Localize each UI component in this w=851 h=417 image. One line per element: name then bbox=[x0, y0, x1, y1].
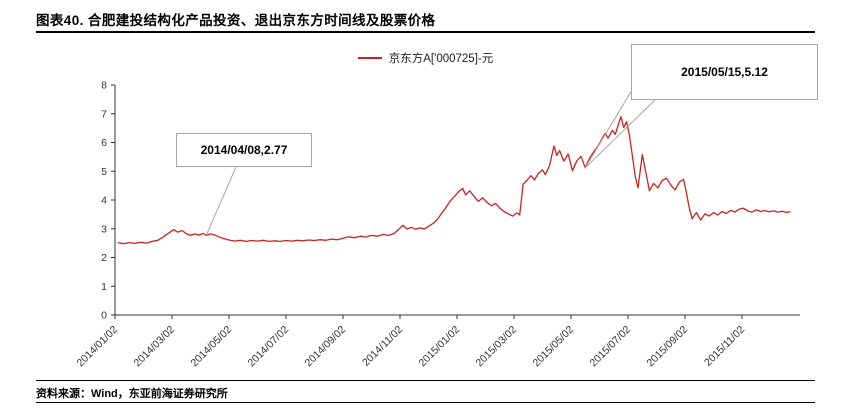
annotation-callout-exit: 2015/05/15,5.12 bbox=[631, 44, 818, 100]
svg-text:2014/07/02: 2014/07/02 bbox=[245, 324, 291, 370]
title-divider bbox=[36, 31, 815, 33]
footer-divider-top bbox=[36, 380, 815, 381]
chart-legend: 京东方A['000725]-元 bbox=[0, 50, 851, 66]
svg-text:2015/01/02: 2015/01/02 bbox=[416, 324, 462, 370]
legend-line-marker bbox=[357, 57, 382, 59]
svg-text:2015/09/02: 2015/09/02 bbox=[644, 324, 690, 370]
figure-title: 图表40. 合肥建投结构化产品投资、退出京东方时间线及股票价格 bbox=[36, 13, 436, 28]
svg-text:3: 3 bbox=[101, 223, 107, 235]
footer-divider-bottom bbox=[36, 402, 815, 403]
svg-text:2015/05/02: 2015/05/02 bbox=[530, 324, 576, 370]
svg-text:8: 8 bbox=[101, 80, 107, 92]
svg-text:1: 1 bbox=[101, 281, 107, 293]
data-source: 资料来源：Wind，东亚前海证券研究所 bbox=[36, 388, 228, 400]
svg-text:2014/03/02: 2014/03/02 bbox=[131, 324, 177, 370]
svg-text:2015/03/02: 2015/03/02 bbox=[473, 324, 519, 370]
svg-text:6: 6 bbox=[101, 137, 107, 149]
svg-text:7: 7 bbox=[101, 108, 107, 120]
legend-label: 京东方A['000725]-元 bbox=[388, 53, 494, 65]
svg-text:2015/11/02: 2015/11/02 bbox=[702, 324, 747, 369]
svg-text:2014/11/02: 2014/11/02 bbox=[360, 324, 405, 369]
svg-text:2: 2 bbox=[101, 252, 107, 264]
svg-text:2014/05/02: 2014/05/02 bbox=[188, 324, 234, 370]
svg-text:0: 0 bbox=[101, 310, 107, 322]
svg-text:2014/01/02: 2014/01/02 bbox=[74, 324, 120, 370]
svg-text:4: 4 bbox=[101, 195, 107, 207]
svg-text:2014/09/02: 2014/09/02 bbox=[302, 324, 348, 370]
annotation-callout-entry: 2014/04/08,2.77 bbox=[176, 133, 312, 167]
svg-text:5: 5 bbox=[101, 166, 107, 178]
svg-text:2015/07/02: 2015/07/02 bbox=[587, 324, 633, 370]
